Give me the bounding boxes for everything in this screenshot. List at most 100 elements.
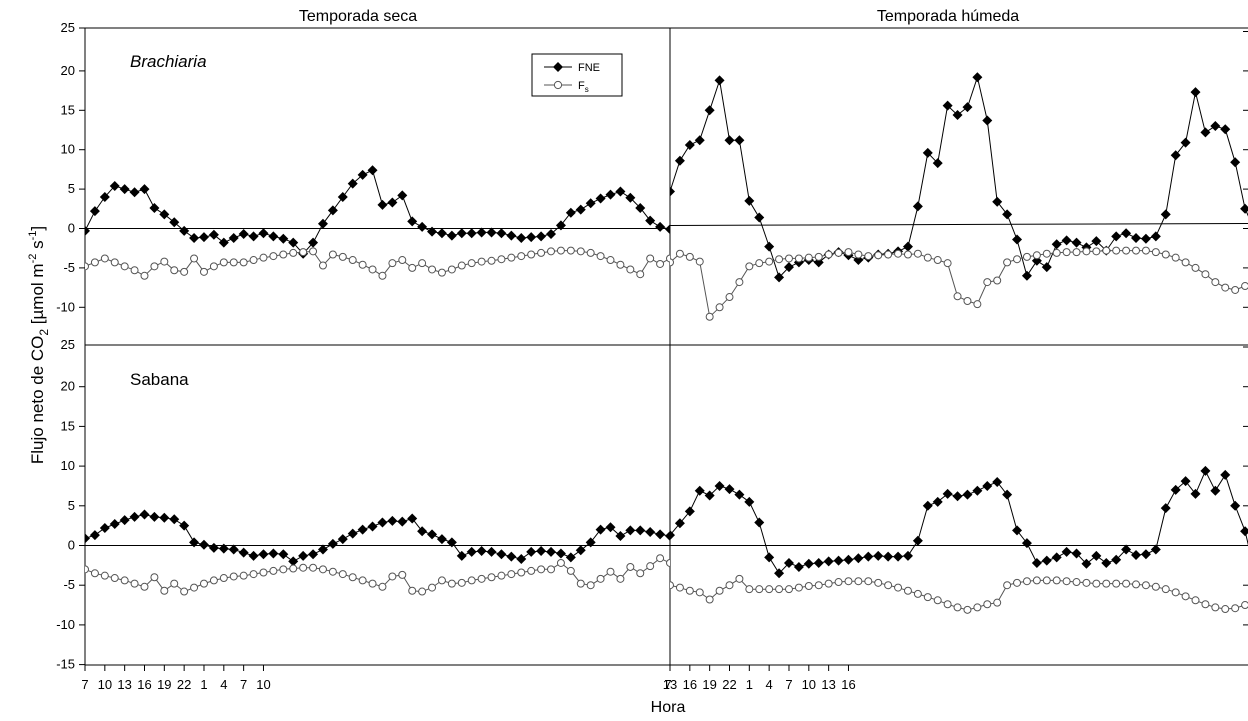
fne-data-point — [228, 544, 239, 555]
fs-data-point — [507, 253, 516, 262]
fne-data-point — [99, 523, 110, 534]
fne-data-point — [1111, 231, 1122, 242]
fne-data-point — [1041, 262, 1052, 273]
fs-data-point — [418, 259, 427, 268]
fne-data-point — [684, 506, 695, 517]
fs-data-point — [715, 303, 724, 312]
fne-data-point — [674, 518, 685, 529]
fs-data-point — [745, 585, 754, 594]
fs-data-point — [130, 579, 139, 588]
fs-data-point — [1062, 248, 1071, 257]
fne-data-point — [536, 546, 547, 557]
fs-data-point — [670, 258, 674, 267]
x-tick-label: 13 — [663, 677, 677, 692]
fs-data-point — [656, 554, 665, 563]
fne-data-point — [258, 228, 269, 239]
fne-data-point — [1140, 233, 1151, 244]
fne-data-point — [962, 102, 973, 113]
fne-data-point — [863, 551, 874, 562]
fne-data-point — [635, 525, 646, 536]
fs-data-point — [90, 569, 99, 578]
fs-data-point — [318, 565, 327, 574]
fs-data-point — [923, 593, 932, 602]
fne-data-point — [238, 229, 249, 240]
y-tick-label: 5 — [68, 181, 75, 196]
fne-data-point — [942, 488, 953, 499]
fs-data-point — [537, 248, 546, 257]
fne-data-point — [397, 516, 408, 527]
fs-data-point — [864, 252, 873, 261]
fs-data-point — [556, 558, 565, 567]
fs-data-point — [388, 259, 397, 268]
fne-data-point — [972, 72, 983, 83]
fs-data-point — [735, 574, 744, 583]
fne-data-point — [912, 201, 923, 212]
panel-1-series — [670, 72, 1248, 321]
fs-data-point — [219, 258, 228, 267]
fs-data-point — [150, 262, 159, 271]
legend: FNE Fs — [531, 53, 623, 97]
fs-data-point — [666, 254, 670, 263]
fs-data-point — [1112, 246, 1121, 255]
panel-3-series — [670, 465, 1248, 614]
fs-data-point — [378, 582, 387, 591]
fne-data-point — [1091, 236, 1102, 247]
fs-data-point — [1181, 592, 1190, 601]
panel-2-series — [85, 509, 670, 596]
fs-data-point — [1032, 251, 1041, 260]
fne-data-point — [595, 193, 606, 204]
fs-data-point — [1042, 249, 1051, 258]
fne-data-point — [1190, 87, 1201, 98]
fs-data-point — [1201, 600, 1210, 609]
fne-data-point — [714, 75, 725, 86]
fne-data-point — [436, 228, 447, 239]
y-tick-label: 25 — [61, 337, 75, 352]
fs-data-point — [467, 259, 476, 268]
fs-data-point — [686, 263, 693, 270]
fs-data-point — [1082, 247, 1091, 256]
fne-data-point — [1051, 239, 1062, 250]
fne-data-point — [1121, 544, 1132, 555]
fs-data-point — [100, 254, 109, 263]
fs-data-point — [963, 296, 972, 305]
fne-data-point — [169, 217, 180, 228]
fs-data-point — [517, 252, 526, 261]
fs-data-point — [1141, 246, 1150, 255]
fs-data-point — [328, 250, 337, 259]
fne-data-point — [704, 105, 715, 116]
fs-data-point — [1052, 248, 1061, 257]
fs-data-point — [1092, 247, 1101, 256]
fs-data-point — [1102, 246, 1111, 255]
fne-data-point — [317, 544, 328, 555]
fs-data-point — [437, 576, 446, 585]
fs-data-point — [666, 558, 670, 567]
fne-data-point — [258, 549, 269, 560]
fs-data-point — [279, 250, 288, 259]
fne-data-point — [902, 550, 913, 561]
fs-data-point — [1191, 596, 1200, 605]
fne-data-point — [198, 232, 209, 243]
fne-data-point — [942, 100, 953, 111]
fs-data-point — [1151, 248, 1160, 257]
fs-data-point — [913, 249, 922, 258]
fs-data-point — [497, 571, 506, 580]
fs-data-point — [537, 565, 546, 574]
fne-data-point — [724, 484, 735, 495]
fne-data-point — [1190, 488, 1201, 499]
fs-data-point — [190, 583, 199, 592]
fs-data-point — [110, 574, 119, 583]
fs-data-point — [130, 266, 139, 275]
fs-data-point — [140, 271, 149, 280]
fs-data-point — [527, 566, 536, 575]
fne-data-point — [456, 550, 467, 561]
fne-data-point — [670, 186, 675, 197]
fs-data-point — [755, 585, 764, 594]
fne-data-point — [446, 537, 457, 548]
fs-data-point — [1221, 283, 1230, 292]
fne-data-point — [317, 218, 328, 229]
fs-data-point — [794, 583, 803, 592]
fs-data-point — [398, 570, 407, 579]
fne-data-point — [952, 491, 963, 502]
fs-data-point — [1013, 578, 1022, 587]
fne-data-point — [665, 224, 670, 235]
